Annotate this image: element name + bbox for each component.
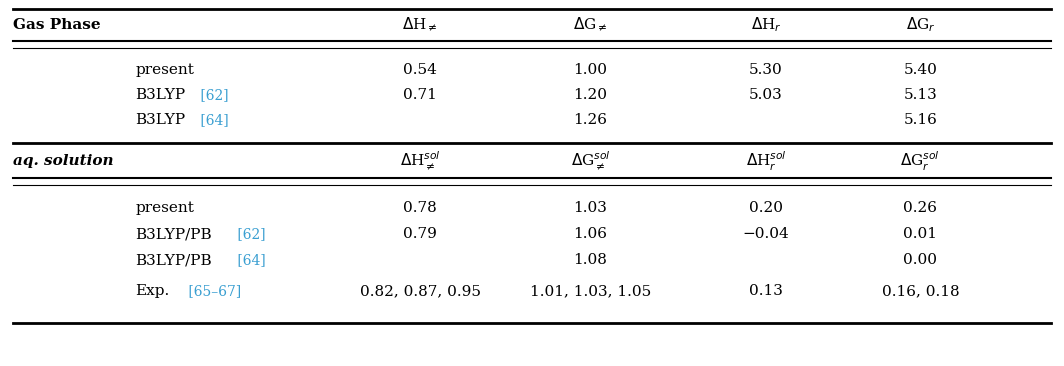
Text: 1.00: 1.00 [573,63,608,77]
Text: 5.30: 5.30 [749,63,783,77]
Text: 5.13: 5.13 [903,88,937,102]
Text: 1.03: 1.03 [573,201,608,215]
Text: [62]: [62] [233,227,266,241]
Text: 1.26: 1.26 [573,113,608,127]
Text: $\Delta$G$_{\neq}^{sol}$: $\Delta$G$_{\neq}^{sol}$ [570,150,611,172]
Text: present: present [135,63,194,77]
Text: [62]: [62] [196,88,229,102]
Text: B3LYP/PB: B3LYP/PB [135,227,212,241]
Text: $\Delta$G$_{r}$: $\Delta$G$_{r}$ [905,16,935,34]
Text: $\Delta$G$_{\neq}$: $\Delta$G$_{\neq}$ [573,16,608,34]
Text: 0.00: 0.00 [903,253,937,267]
Text: $\Delta$H$_{r}^{sol}$: $\Delta$H$_{r}^{sol}$ [746,149,786,173]
Text: 0.26: 0.26 [903,201,937,215]
Text: Exp.: Exp. [135,284,169,298]
Text: 0.16, 0.18: 0.16, 0.18 [882,284,959,298]
Text: 1.08: 1.08 [573,253,608,267]
Text: aq. solution: aq. solution [13,154,114,168]
Text: 0.13: 0.13 [749,284,783,298]
Text: [64]: [64] [196,113,229,127]
Text: 1.20: 1.20 [573,88,608,102]
Text: Gas Phase: Gas Phase [13,18,100,32]
Text: B3LYP/PB: B3LYP/PB [135,253,212,267]
Text: 0.20: 0.20 [749,201,783,215]
Text: $\Delta$H$_{\neq}$: $\Delta$H$_{\neq}$ [402,16,438,34]
Text: 0.78: 0.78 [403,201,437,215]
Text: present: present [135,201,194,215]
Text: 5.16: 5.16 [903,113,937,127]
Text: $\Delta$H$_{r}$: $\Delta$H$_{r}$ [751,16,781,34]
Text: [64]: [64] [233,253,266,267]
Text: $\Delta$H$_{\neq}^{sol}$: $\Delta$H$_{\neq}^{sol}$ [400,150,440,172]
Text: B3LYP: B3LYP [135,113,185,127]
Text: [65–67]: [65–67] [184,284,242,298]
Text: 0.54: 0.54 [403,63,437,77]
Text: 0.82, 0.87, 0.95: 0.82, 0.87, 0.95 [360,284,481,298]
Text: 0.71: 0.71 [403,88,437,102]
Text: 1.06: 1.06 [573,227,608,241]
Text: 0.01: 0.01 [903,227,937,241]
Text: −0.04: −0.04 [743,227,789,241]
Text: 0.79: 0.79 [403,227,437,241]
Text: 5.03: 5.03 [749,88,783,102]
Text: 5.40: 5.40 [903,63,937,77]
Text: 1.01, 1.03, 1.05: 1.01, 1.03, 1.05 [530,284,651,298]
Text: $\Delta$G$_{r}^{sol}$: $\Delta$G$_{r}^{sol}$ [900,149,941,173]
Text: B3LYP: B3LYP [135,88,185,102]
